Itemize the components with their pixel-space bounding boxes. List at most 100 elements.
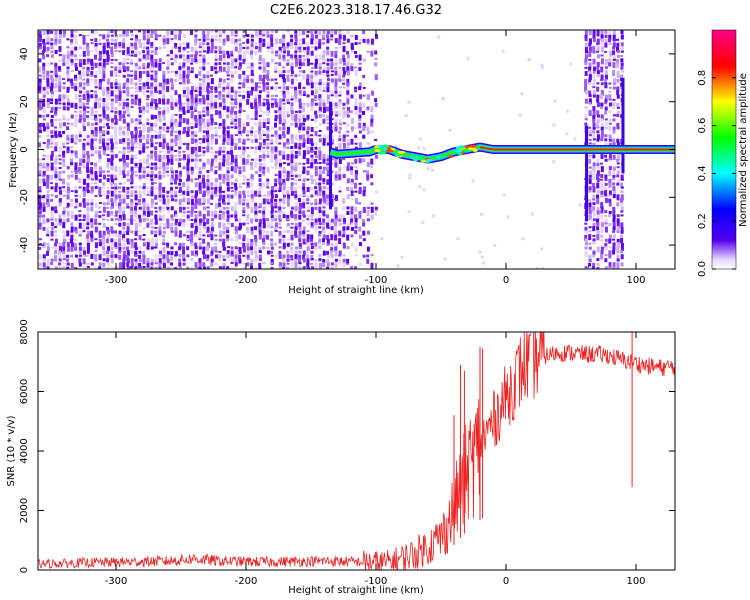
- heatmap-cell: [66, 218, 70, 223]
- heatmap-cell: [130, 230, 134, 234]
- heatmap-cell: [278, 226, 282, 229]
- heatmap-cell: [174, 130, 178, 133]
- heatmap-cell: [50, 70, 54, 73]
- heatmap-cell: [620, 210, 624, 213]
- heatmap-cell: [38, 126, 42, 131]
- heatmap-cell: [170, 246, 174, 250]
- heatmap-cell: [540, 247, 544, 251]
- heatmap-cell: [110, 134, 114, 140]
- heatmap-cell: [218, 66, 222, 73]
- heatmap-cell: [604, 34, 608, 38]
- heatmap-cell: [62, 54, 66, 59]
- heatmap-cell: [46, 114, 50, 118]
- heatmap-cell: [78, 222, 82, 229]
- heatmap-cell: [270, 106, 274, 109]
- heatmap-cell: [290, 46, 294, 50]
- heatmap-cell: [182, 106, 186, 112]
- heatmap-cell: [246, 146, 250, 149]
- heatmap-cell: [38, 42, 42, 49]
- heatmap-cell: [588, 50, 592, 57]
- heatmap-cell: [306, 214, 310, 219]
- heatmap-cell: [86, 218, 90, 225]
- heatmap-cell: [162, 246, 166, 253]
- heatmap-cell: [122, 86, 126, 89]
- signal-blob: [468, 146, 473, 150]
- heatmap-cell: [166, 66, 170, 70]
- heatmap-cell: [190, 218, 194, 221]
- heatmap-cell: [234, 158, 238, 164]
- heatmap-cell: [58, 190, 62, 196]
- heatmap-cell: [222, 86, 226, 90]
- heatmap-cell: [150, 242, 154, 247]
- heatmap-cell: [150, 62, 154, 69]
- heatmap-cell: [290, 138, 294, 145]
- heatmap-cell: [166, 70, 170, 74]
- heatmap-cell: [198, 154, 202, 157]
- heatmap-cell: [174, 190, 178, 195]
- heatmap-cell: [302, 86, 306, 89]
- heatmap-cell: [134, 194, 138, 201]
- heatmap-cell: [282, 106, 286, 111]
- heatmap-cell: [78, 54, 82, 57]
- heatmap-cell: [82, 178, 86, 185]
- heatmap-cell: [58, 82, 62, 89]
- heatmap-cell: [38, 102, 42, 108]
- heatmap-cell: [346, 58, 350, 63]
- heatmap-cell: [262, 158, 266, 162]
- heatmap-cell: [266, 62, 270, 68]
- heatmap-cell: [330, 38, 334, 41]
- heatmap-cell: [170, 230, 174, 233]
- heatmap-cell: [616, 174, 620, 178]
- heatmap-cell: [334, 78, 338, 85]
- heatmap-cell: [130, 182, 134, 185]
- heatmap-cell: [46, 82, 50, 89]
- heatmap-cell: [110, 30, 114, 34]
- heatmap-cell: [286, 110, 290, 115]
- heatmap-cell: [278, 54, 282, 60]
- heatmap-cell: [258, 158, 262, 162]
- signal-trace-core: [479, 146, 675, 151]
- heatmap-cell: [146, 50, 150, 57]
- heatmap-cell: [170, 126, 174, 132]
- heatmap-cell: [230, 98, 234, 101]
- heatmap-cell: [298, 66, 302, 69]
- heatmap-cell: [310, 126, 314, 132]
- heatmap-cell: [222, 90, 226, 93]
- heatmap-cell: [162, 234, 166, 238]
- heatmap-cell: [206, 230, 210, 233]
- heatmap-cell: [218, 134, 222, 138]
- heatmap-cell: [42, 62, 46, 67]
- heatmap-cell: [214, 138, 218, 145]
- heatmap-cell: [286, 186, 290, 189]
- heatmap-cell: [608, 210, 612, 214]
- heatmap-cell: [274, 54, 278, 57]
- heatmap-cell: [326, 74, 330, 78]
- heatmap-cell: [142, 214, 146, 217]
- heatmap-cell: [270, 186, 274, 193]
- heatmap-cell: [114, 254, 118, 259]
- heatmap-cell: [230, 30, 234, 37]
- heatmap-cell: [86, 110, 90, 113]
- heatmap-cell: [218, 238, 222, 242]
- heatmap-cell: [210, 42, 214, 49]
- heatmap-cell: [218, 202, 222, 208]
- heatmap-cell: [46, 90, 50, 95]
- heatmap-cell: [302, 210, 306, 217]
- heatmap-cell: [130, 174, 134, 180]
- heatmap-cell: [98, 114, 102, 117]
- heatmap-cell: [94, 86, 98, 89]
- heatmap-cell: [154, 162, 158, 166]
- heatmap-cell: [122, 30, 126, 37]
- heatmap-cell: [142, 62, 146, 66]
- heatmap-cell: [102, 150, 106, 156]
- heatmap-cell: [282, 194, 286, 198]
- heatmap-cell: [138, 138, 142, 143]
- heatmap-cell: [86, 70, 90, 77]
- heatmap-cell: [206, 174, 210, 178]
- heatmap-cell: [350, 178, 354, 184]
- heatmap-cell: [50, 154, 54, 161]
- heatmap-cell: [202, 30, 206, 35]
- heatmap-cell: [214, 130, 218, 136]
- heatmap-cell: [218, 230, 222, 237]
- heatmap-cell: [318, 190, 322, 196]
